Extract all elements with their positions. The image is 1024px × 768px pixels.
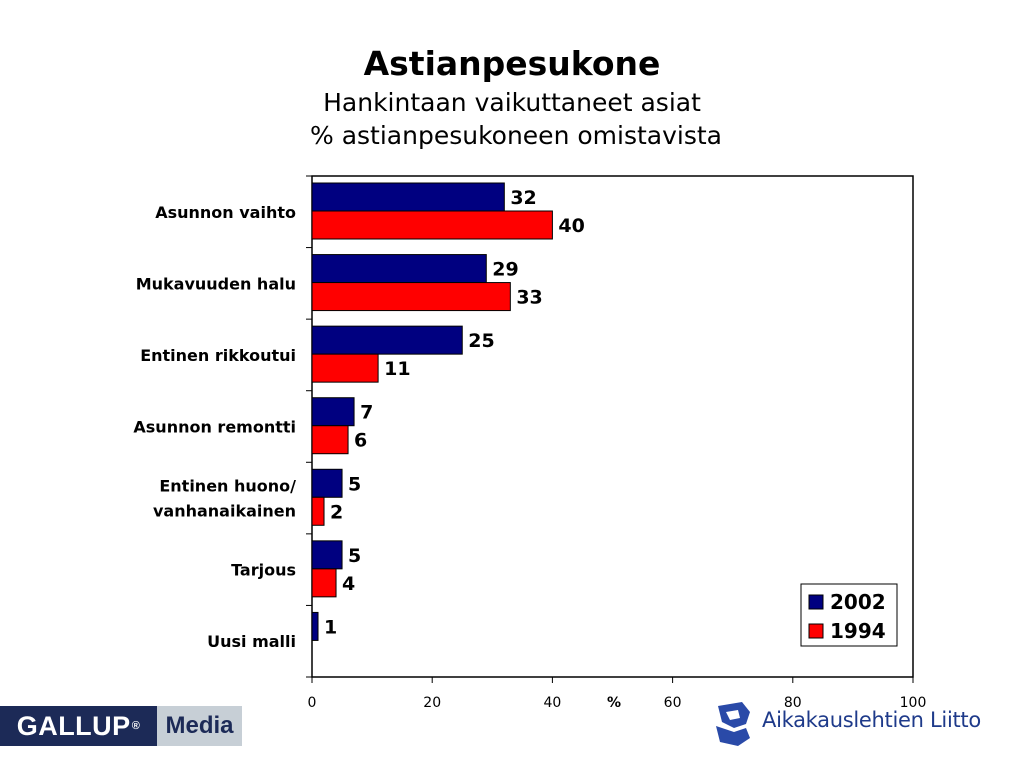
category-label: Entinen huono/ xyxy=(159,477,296,496)
liitto-emblem-icon xyxy=(716,702,750,746)
x-tick-label: 0 xyxy=(308,695,317,711)
category-label: vanhanaikainen xyxy=(153,502,296,521)
category-label: Uusi malli xyxy=(207,632,296,651)
media-logo-mark: Media xyxy=(157,706,242,746)
x-tick-label: 100 xyxy=(900,695,927,711)
legend-swatch-1994 xyxy=(808,623,824,639)
chart-subtitle-line-2: % astianpesukoneen omistavista xyxy=(310,121,722,150)
bar-1994 xyxy=(311,353,379,383)
data-label-2002: 1 xyxy=(324,616,337,638)
data-label-2002: 29 xyxy=(492,259,518,281)
category-label: Mukavuuden halu xyxy=(136,274,296,293)
data-label-1994: 11 xyxy=(384,358,410,380)
bar-2002 xyxy=(311,254,487,284)
bar-2002 xyxy=(311,468,343,498)
bar-1994 xyxy=(311,210,553,240)
data-label-1994: 6 xyxy=(354,430,367,452)
data-label-1994: 4 xyxy=(342,573,355,595)
x-axis-label: % xyxy=(607,695,621,711)
category-label: Asunnon vaihto xyxy=(155,203,296,222)
bar-1994 xyxy=(311,568,337,598)
chart-title: Astianpesukone xyxy=(363,44,661,83)
liitto-logo-text: Aikakauslehtien Liitto xyxy=(762,708,981,732)
data-label-1994: 40 xyxy=(558,215,584,237)
legend-label-1994: 1994 xyxy=(830,619,886,643)
legend-label-2002: 2002 xyxy=(830,590,886,614)
x-tick-label: 60 xyxy=(664,695,682,711)
bar-2002 xyxy=(311,325,463,355)
x-tick-label: 40 xyxy=(543,695,561,711)
bar-2002 xyxy=(311,397,355,427)
data-label-2002: 32 xyxy=(510,187,536,209)
x-tick-label: 20 xyxy=(423,695,441,711)
bar-2002 xyxy=(311,611,319,641)
category-label: Entinen rikkoutui xyxy=(140,346,296,365)
x-tick-label: 80 xyxy=(784,695,802,711)
category-label: Tarjous xyxy=(231,561,296,580)
data-label-2002: 5 xyxy=(348,473,361,495)
gallup-logo-mark: GALLUP ® xyxy=(0,706,157,746)
data-label-1994: 33 xyxy=(516,287,542,309)
bar-2002 xyxy=(311,182,505,212)
category-label: Asunnon remontti xyxy=(133,418,296,437)
bar-2002 xyxy=(311,540,343,570)
bar-1994 xyxy=(311,282,511,312)
data-label-2002: 25 xyxy=(468,330,494,352)
bar-1994 xyxy=(311,496,325,526)
data-label-2002: 5 xyxy=(348,545,361,567)
legend-swatch-2002 xyxy=(808,594,824,610)
data-label-1994: 2 xyxy=(330,501,343,523)
chart-subtitle-line-1: Hankintaan vaikuttaneet asiat xyxy=(323,88,701,117)
data-label-2002: 7 xyxy=(360,402,373,424)
bar-1994 xyxy=(311,425,349,455)
gallup-media-logo: GALLUP ® Media xyxy=(0,706,242,746)
aikakauslehtien-liitto-logo: Aikakauslehtien Liitto xyxy=(712,698,982,750)
